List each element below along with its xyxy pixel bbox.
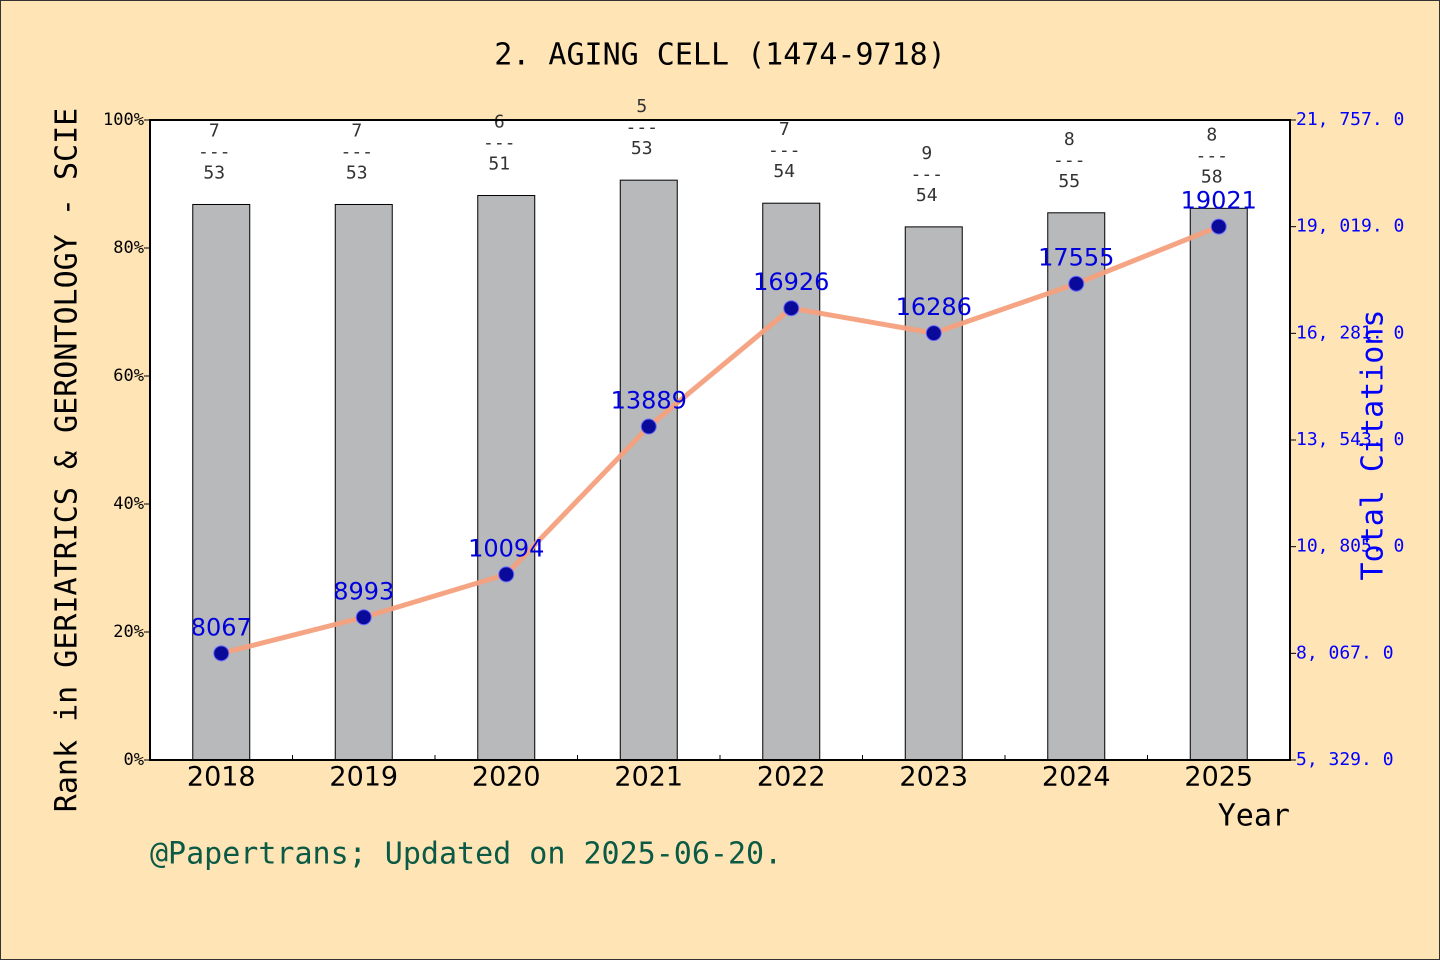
bar [477,195,536,761]
bar-annotation: 7 [209,120,220,141]
bar-annotation: 58 [1201,166,1223,187]
bar-annotation: --- [1053,150,1086,171]
x-tick-label: 2018 [187,762,256,793]
bar [762,202,821,761]
point-label: 19021 [1181,187,1257,215]
line [220,224,1220,656]
point-label: 10094 [468,534,544,562]
y2-tick-label: 13, 543. 0 [1296,429,1404,450]
x-tick-label: 2019 [329,762,398,793]
bar-annotation: --- [768,140,801,161]
point [1068,275,1085,292]
bar-annotation: 5 [636,96,647,117]
y-tick-label: 100% [103,110,144,130]
point-label: 13889 [611,387,687,415]
bar-annotation: --- [340,141,373,162]
y-tick-label: 40% [113,494,144,514]
plot-frame [149,119,1291,761]
bar-annotation: 51 [488,154,510,175]
bar-annotation: 8 [1206,124,1217,145]
y2-tick-label: 16, 281. 0 [1296,322,1404,343]
bar [334,203,393,761]
x-tick-label: 2023 [899,762,968,793]
bar-annotation: 53 [631,138,653,159]
y-tick-label: 80% [113,238,144,258]
y2-axis-label: Total Citations [1356,310,1391,581]
point [925,325,942,342]
point-label: 17555 [1038,244,1114,272]
bar [619,179,678,761]
point [783,300,800,317]
y-axis-label: Rank in GERIATRICS & GERONTOLOGY - SCIE [50,108,85,812]
bar [1047,212,1106,761]
x-tick-label: 2025 [1184,762,1253,793]
point [355,609,372,626]
chart-title: 2. AGING CELL (1474-9718) [494,38,946,73]
x-tick-label: 2020 [472,762,541,793]
bar-annotation: 55 [1058,171,1080,192]
bar-annotation: 7 [779,119,790,140]
bar-annotation: 54 [916,185,938,206]
bar-annotation: 54 [773,161,795,182]
bar-annotation: --- [1195,145,1228,166]
point [640,418,657,435]
point [1210,218,1227,235]
footer: @Papertrans; Updated on 2025-06-20. [150,837,782,872]
bar [1189,207,1248,761]
y2-tick-label: 10, 805. 0 [1296,536,1404,557]
bar-annotation: 53 [203,162,225,183]
point-label: 8067 [191,613,252,641]
x-tick-label: 2024 [1042,762,1111,793]
bar-annotation: --- [910,164,943,185]
y-tick-label: 20% [113,622,144,642]
point-label: 16286 [896,293,972,321]
y-tick-label: 0% [124,750,144,770]
bar-annotation: --- [483,133,516,154]
bar-annotation: 9 [921,143,932,164]
point [213,645,230,662]
bar-annotation: --- [198,141,231,162]
bar [904,226,963,761]
y2-tick-label: 8, 067. 0 [1296,642,1394,663]
y2-tick-label: 21, 757. 0 [1296,109,1404,130]
y2-tick-label: 5, 329. 0 [1296,749,1394,770]
point [498,566,515,583]
plot-area [150,120,1290,760]
bar [192,203,251,761]
bar-annotation: 8 [1064,129,1075,150]
point-label: 8993 [333,577,394,605]
bar-annotation: 53 [346,162,368,183]
x-axis-label: Year [1218,799,1290,834]
y2-tick-label: 19, 019. 0 [1296,216,1404,237]
bar-annotation: --- [625,117,658,138]
x-tick-label: 2021 [614,762,683,793]
y-tick-label: 60% [113,366,144,386]
bar-annotation: 6 [494,112,505,133]
x-tick-label: 2022 [757,762,826,793]
bar-annotation: 7 [351,120,362,141]
point-label: 16926 [753,268,829,296]
